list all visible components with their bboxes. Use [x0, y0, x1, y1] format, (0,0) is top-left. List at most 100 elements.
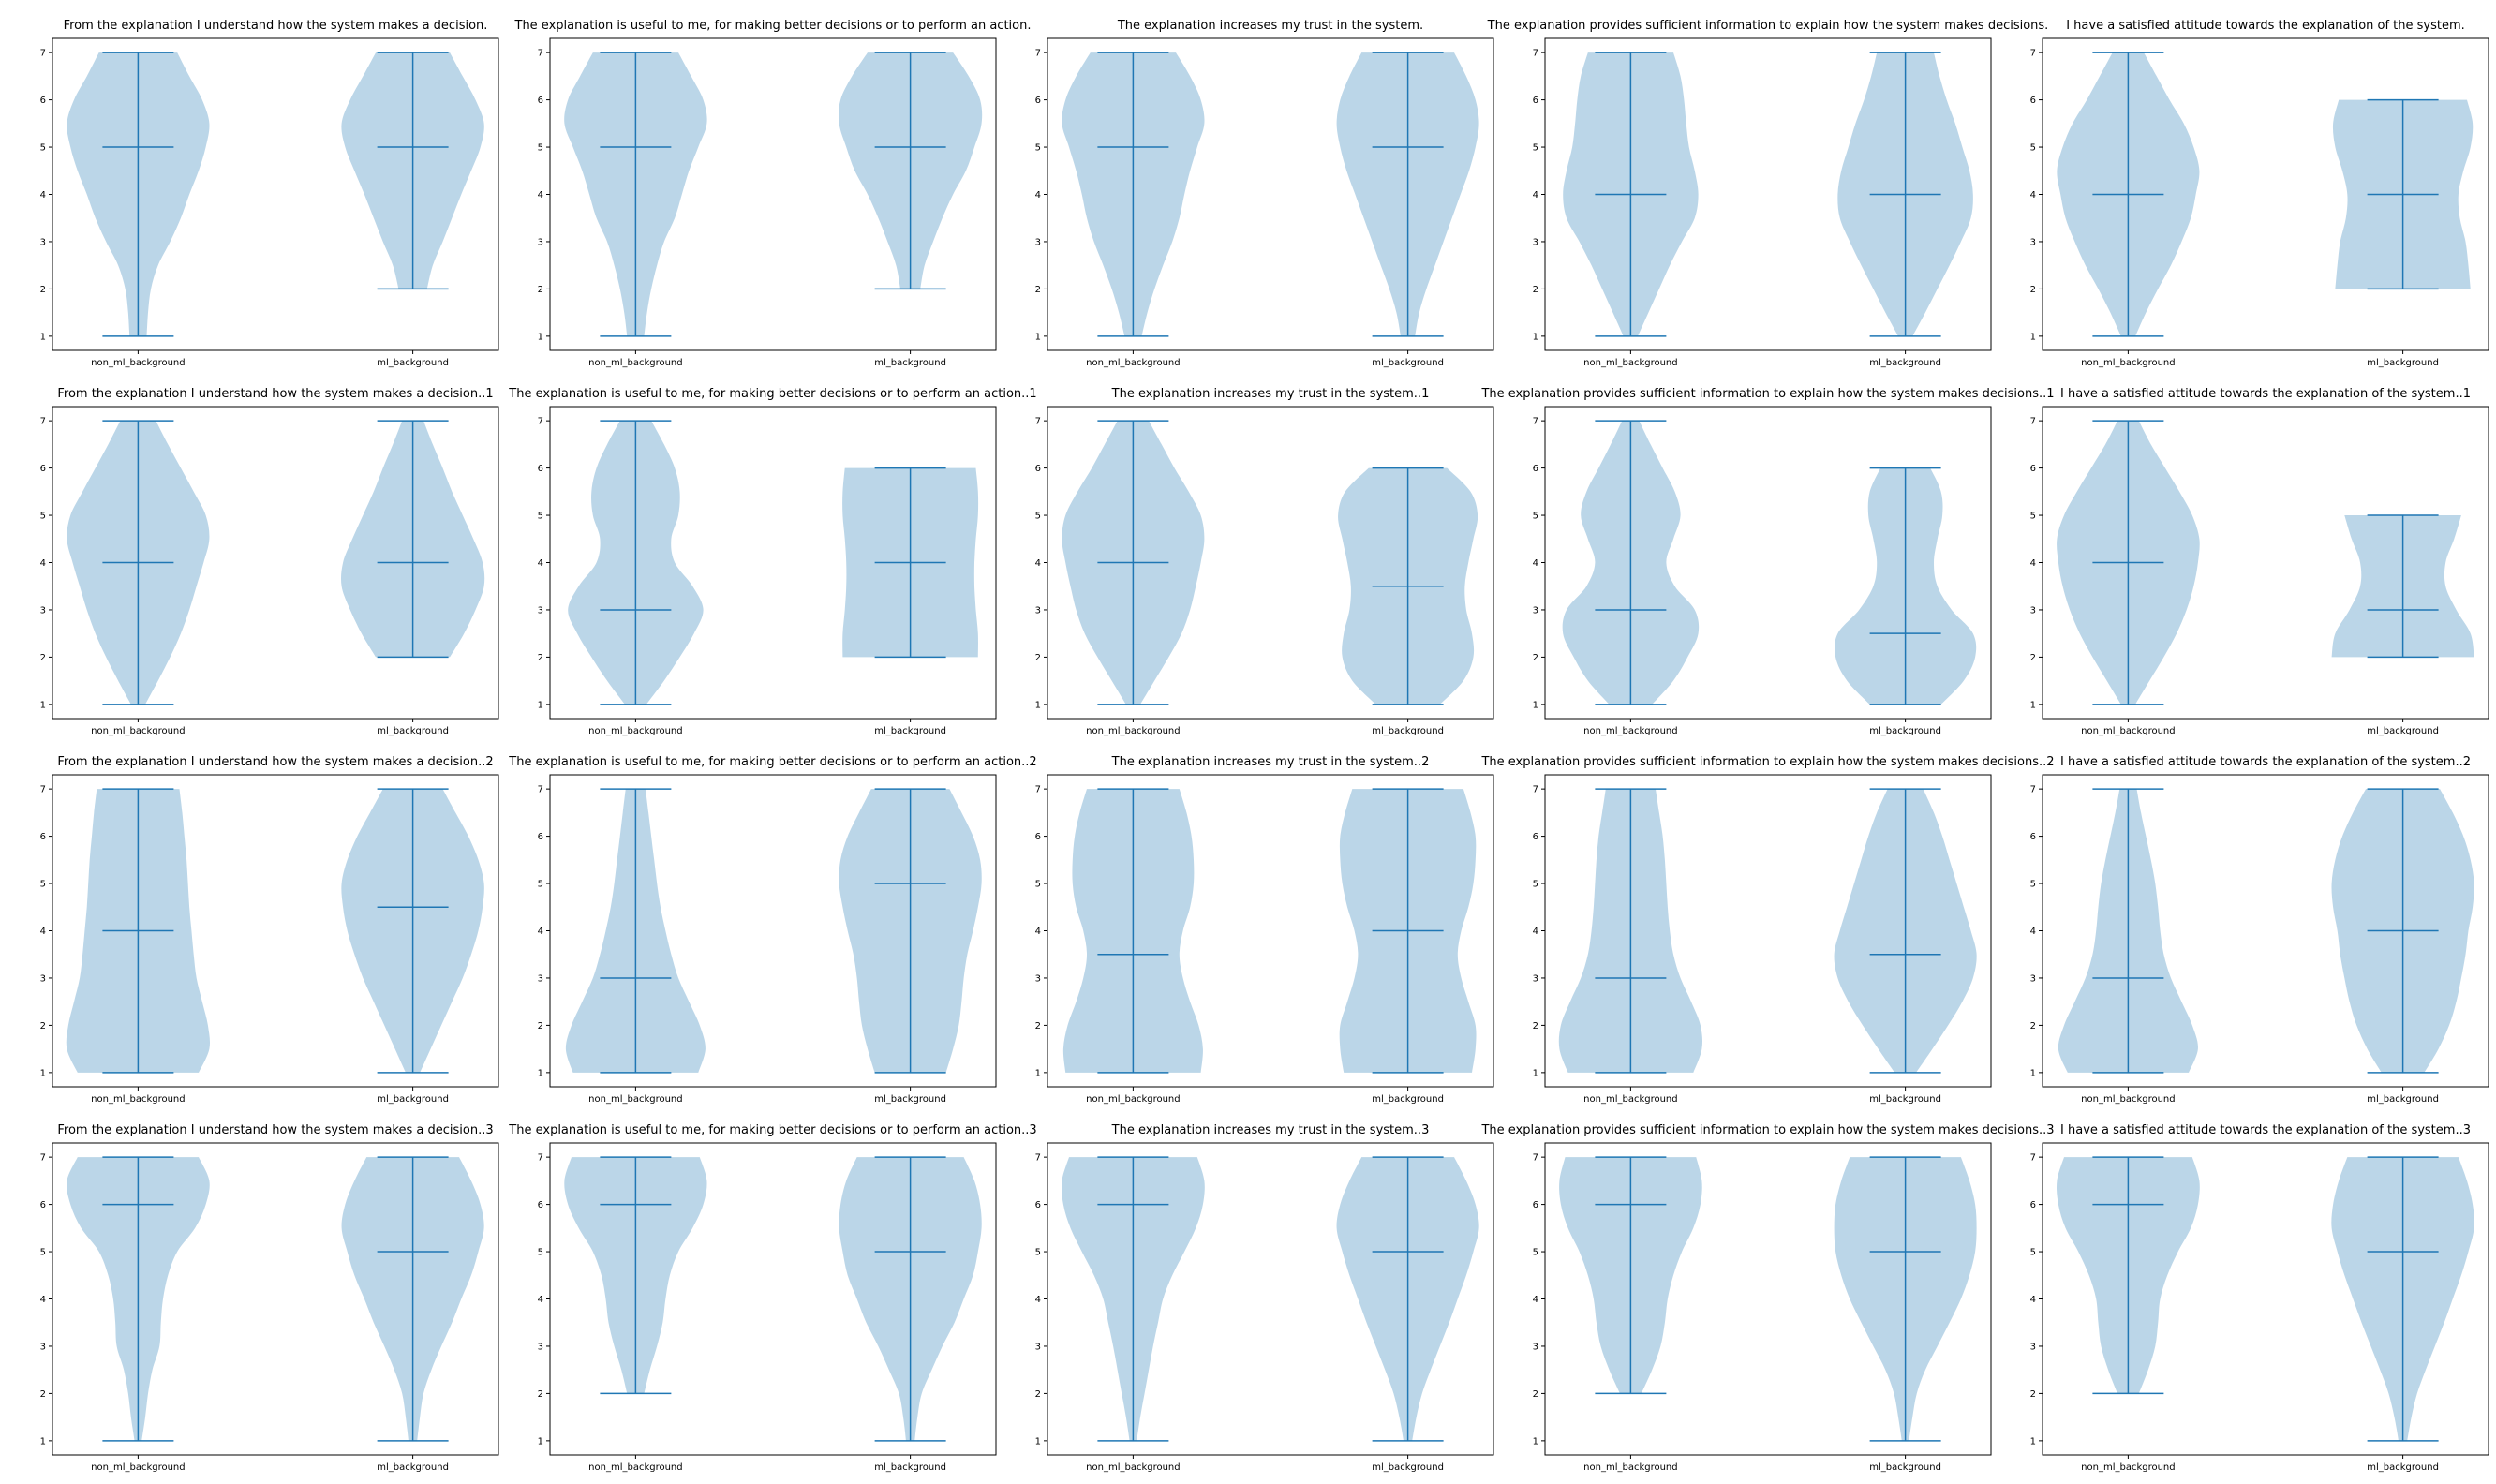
y-tick-label: 7 [2030, 417, 2036, 427]
y-tick-label: 6 [1035, 832, 1041, 842]
y-tick-label: 7 [1533, 1153, 1538, 1164]
panel-title: The explanation increases my trust in th… [1111, 1123, 1430, 1137]
y-tick-label: 3 [40, 973, 46, 984]
y-tick-label: 6 [2030, 1200, 2036, 1210]
category-label: non_ml_background [1583, 1094, 1677, 1105]
category-label: ml_background [874, 726, 946, 736]
y-tick-label: 7 [40, 417, 46, 427]
category-label: non_ml_background [1583, 1462, 1677, 1473]
y-tick-label: 3 [1035, 605, 1041, 616]
panel-title: The explanation provides sufficient info… [1487, 19, 2049, 33]
category-label: ml_background [1869, 1462, 1941, 1473]
y-tick-label: 3 [1035, 237, 1041, 247]
panel-title: The explanation is useful to me, for mak… [514, 19, 1032, 33]
y-tick-label: 5 [538, 880, 543, 890]
y-tick-label: 5 [1035, 512, 1041, 522]
violin-panel: The explanation increases my trust in th… [1035, 19, 1494, 368]
y-tick-label: 3 [1035, 1342, 1041, 1352]
y-tick-label: 7 [40, 1153, 46, 1164]
panel-title: The explanation provides sufficient info… [1480, 387, 2054, 401]
category-label: non_ml_background [1086, 1462, 1180, 1473]
panel-title: From the explanation I understand how th… [57, 1123, 493, 1137]
y-tick-label: 1 [40, 1068, 46, 1078]
y-tick-label: 2 [1533, 653, 1538, 663]
y-tick-label: 1 [2030, 1436, 2036, 1447]
y-tick-label: 6 [1533, 1200, 1538, 1210]
y-tick-label: 3 [1035, 973, 1041, 984]
y-tick-label: 4 [40, 1295, 46, 1305]
category-label: ml_background [1869, 358, 1941, 368]
y-tick-label: 2 [1533, 285, 1538, 295]
y-tick-label: 4 [538, 558, 543, 569]
y-tick-label: 6 [1035, 96, 1041, 106]
violin-panel: The explanation increases my trust in th… [1035, 387, 1494, 736]
y-tick-label: 2 [40, 1389, 46, 1400]
y-tick-label: 3 [2030, 237, 2036, 247]
y-tick-label: 7 [2030, 1153, 2036, 1164]
y-tick-label: 3 [1533, 1342, 1538, 1352]
y-tick-label: 5 [1533, 143, 1538, 154]
y-tick-label: 4 [1533, 927, 1538, 937]
category-label: non_ml_background [1086, 726, 1180, 736]
category-label: ml_background [377, 358, 449, 368]
y-tick-label: 7 [1035, 49, 1041, 59]
y-tick-label: 2 [1533, 1389, 1538, 1400]
category-label: non_ml_background [91, 358, 185, 368]
y-tick-label: 1 [1035, 332, 1041, 342]
y-tick-label: 2 [538, 653, 543, 663]
violin-panel: The explanation is useful to me, for mak… [508, 755, 1036, 1105]
y-tick-label: 4 [1035, 558, 1041, 569]
panel-title: The explanation increases my trust in th… [1111, 755, 1430, 769]
y-tick-label: 4 [2030, 927, 2036, 937]
y-tick-label: 5 [40, 512, 46, 522]
y-tick-label: 1 [538, 332, 543, 342]
y-tick-label: 7 [2030, 785, 2036, 795]
violin-panel: The explanation is useful to me, for mak… [508, 1123, 1036, 1473]
violin-panel: The explanation is useful to me, for mak… [514, 19, 1032, 368]
y-tick-label: 2 [1533, 1021, 1538, 1031]
y-tick-label: 3 [1533, 973, 1538, 984]
violin-panel: I have a satisfied attitude towards the … [2030, 1123, 2489, 1473]
y-tick-label: 7 [1533, 785, 1538, 795]
y-tick-label: 6 [538, 832, 543, 842]
violin-panel: The explanation increases my trust in th… [1035, 1123, 1494, 1473]
y-tick-label: 6 [2030, 464, 2036, 474]
y-tick-label: 6 [1035, 1200, 1041, 1210]
panel-title: I have a satisfied attitude towards the … [2066, 19, 2465, 33]
category-label: non_ml_background [91, 1094, 185, 1105]
y-tick-label: 4 [40, 190, 46, 200]
category-label: ml_background [377, 726, 449, 736]
y-tick-label: 1 [1533, 1436, 1538, 1447]
category-label: non_ml_background [91, 726, 185, 736]
category-label: ml_background [377, 1094, 449, 1105]
category-label: non_ml_background [91, 1462, 185, 1473]
y-tick-label: 2 [538, 1389, 543, 1400]
violin-panel: From the explanation I understand how th… [40, 1123, 499, 1473]
panel-title: The explanation provides sufficient info… [1480, 1123, 2054, 1137]
y-tick-label: 1 [2030, 1068, 2036, 1078]
y-tick-label: 5 [1533, 1248, 1538, 1258]
category-label: ml_background [1372, 726, 1444, 736]
y-tick-label: 2 [2030, 1021, 2036, 1031]
y-tick-label: 4 [2030, 558, 2036, 569]
y-tick-label: 5 [2030, 880, 2036, 890]
y-tick-label: 5 [2030, 143, 2036, 154]
category-label: ml_background [1372, 1462, 1444, 1473]
y-tick-label: 5 [538, 512, 543, 522]
y-tick-label: 3 [1533, 605, 1538, 616]
y-tick-label: 5 [40, 143, 46, 154]
category-label: ml_background [2367, 1462, 2439, 1473]
y-tick-label: 2 [2030, 285, 2036, 295]
y-tick-label: 6 [40, 96, 46, 106]
y-tick-label: 6 [538, 1200, 543, 1210]
y-tick-label: 4 [40, 558, 46, 569]
category-label: non_ml_background [1583, 358, 1677, 368]
category-label: non_ml_background [1583, 726, 1677, 736]
category-label: ml_background [874, 358, 946, 368]
panel-title: The explanation increases my trust in th… [1117, 19, 1423, 33]
y-tick-label: 1 [1533, 1068, 1538, 1078]
y-tick-label: 1 [1035, 700, 1041, 710]
y-tick-label: 2 [40, 1021, 46, 1031]
y-tick-label: 1 [1533, 700, 1538, 710]
panel-title: The explanation is useful to me, for mak… [508, 755, 1036, 769]
